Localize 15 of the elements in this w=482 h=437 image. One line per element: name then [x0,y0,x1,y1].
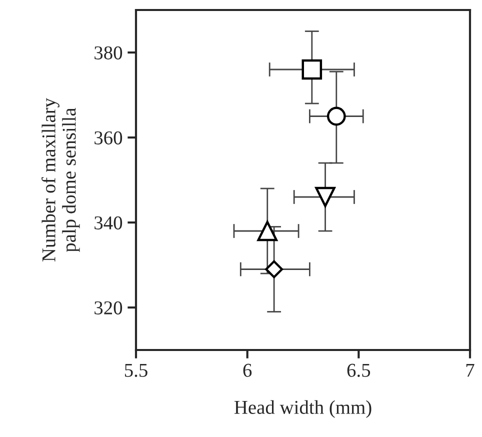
x-tick-label: 6.5 [347,364,370,377]
y-tick-label: 340 [94,216,122,230]
point [302,59,322,80]
x-tick-label: 7 [466,364,474,377]
x-tick-label: 5.5 [124,364,148,377]
point [257,220,278,242]
point [315,186,336,208]
y-axis-title: Number of maxillary palp dome sensilla [42,98,80,262]
x-axis-title: Head width (mm) [234,400,372,418]
x-tick-label: 6 [243,364,252,377]
y-tick-label: 380 [94,46,122,60]
y-tick-label: 360 [94,131,122,144]
point [265,260,284,278]
y-tick-label: 320 [94,301,122,314]
point [326,106,346,126]
